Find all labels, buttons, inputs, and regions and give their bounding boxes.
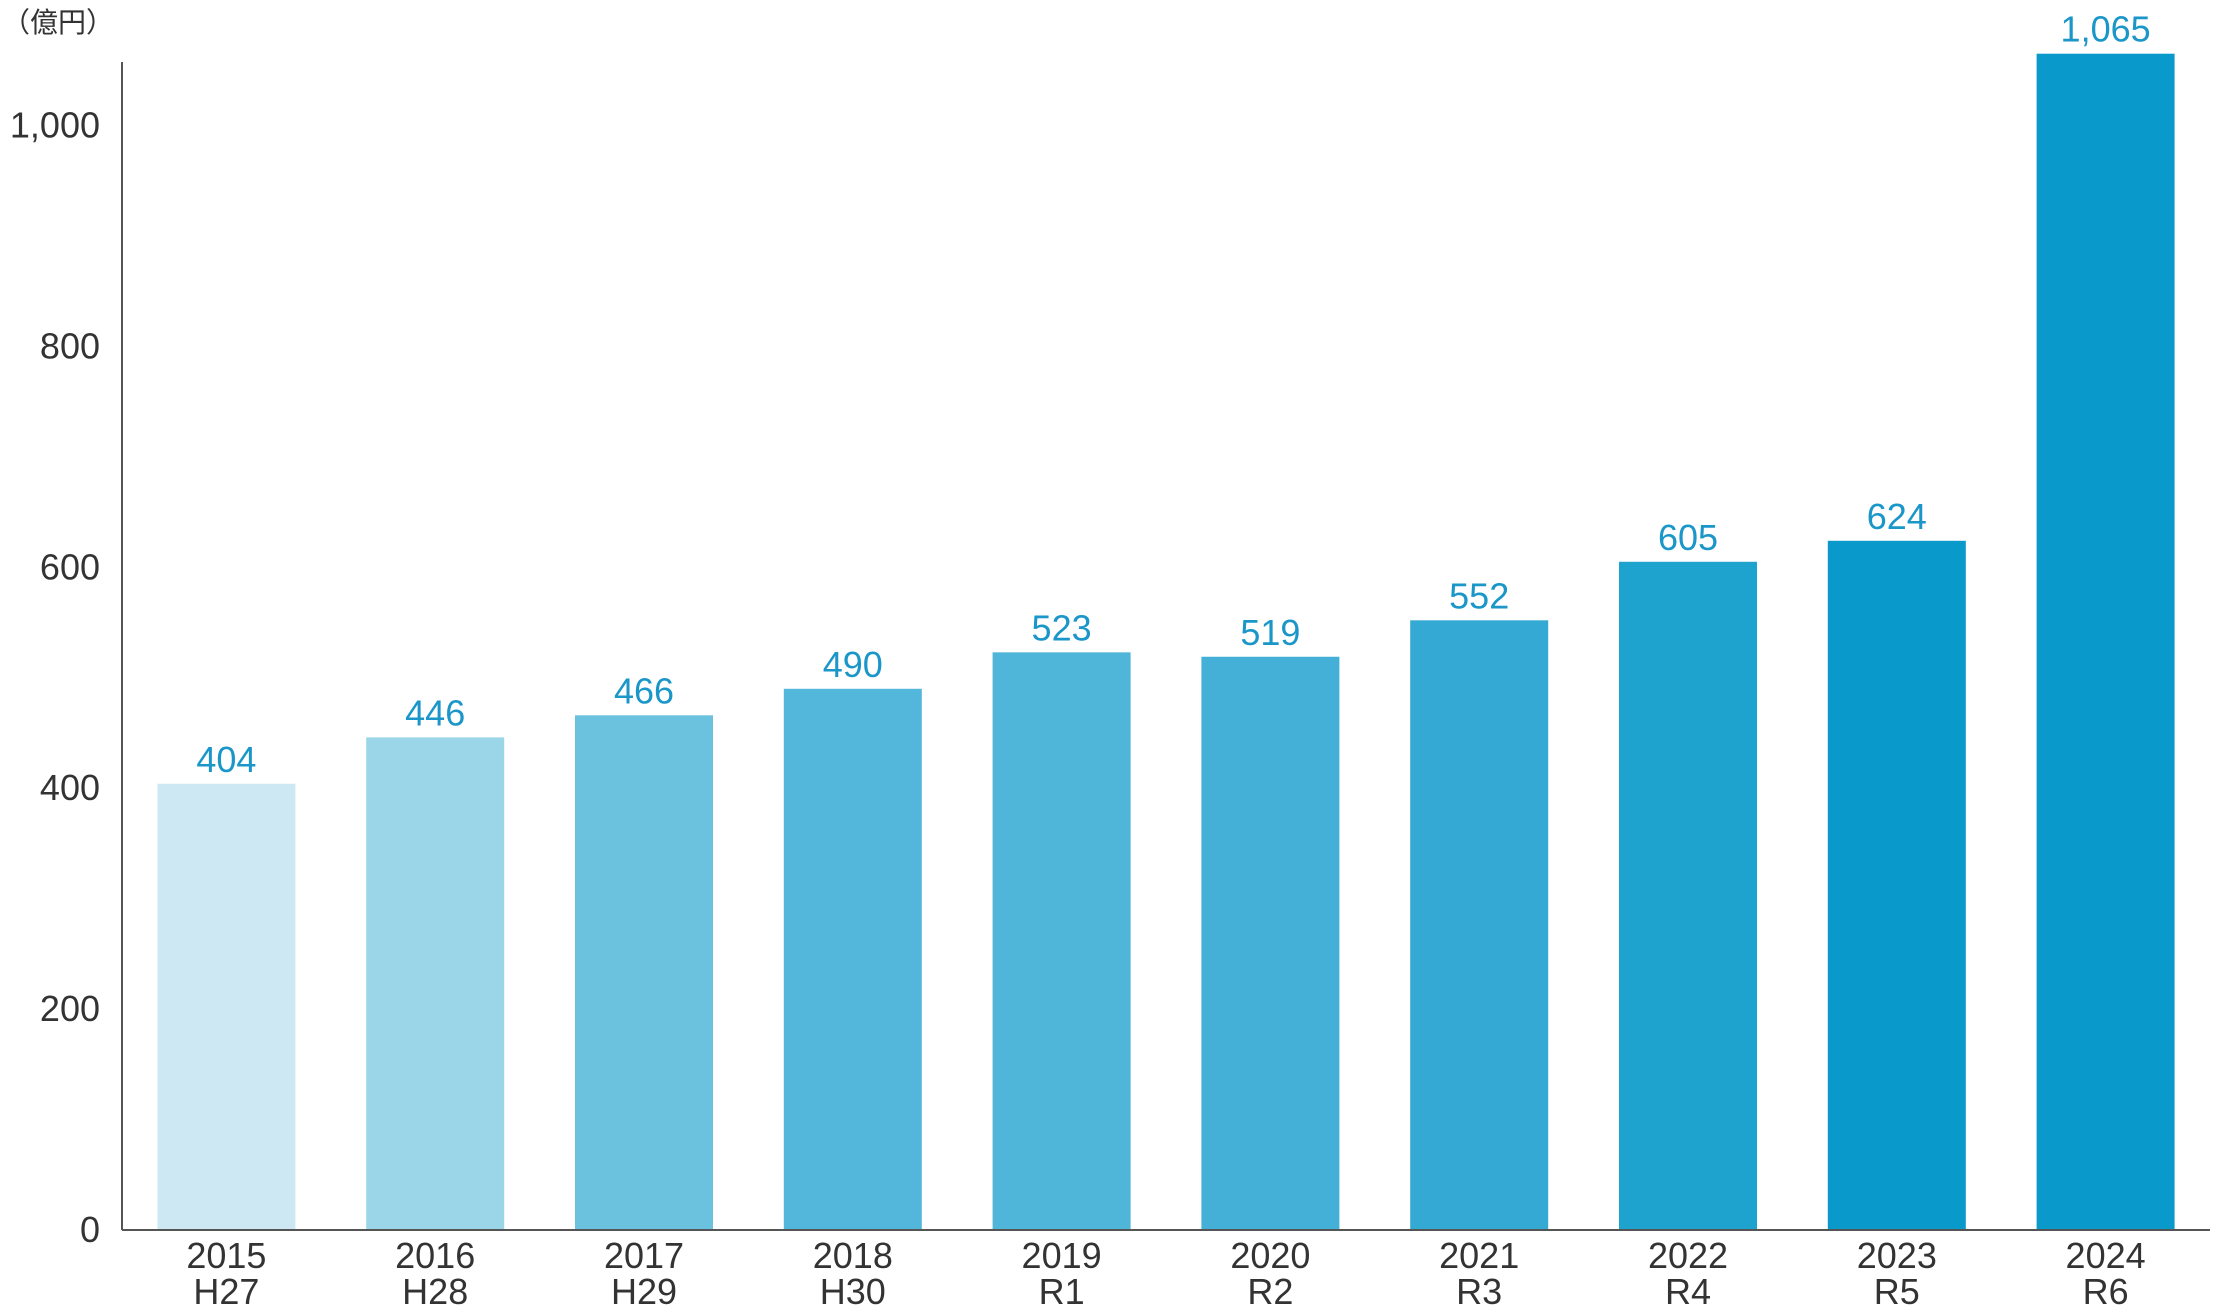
bar bbox=[783, 688, 922, 1230]
data-label: 523 bbox=[1032, 607, 1092, 648]
bars bbox=[157, 53, 2175, 1230]
x-tick-label-era: H29 bbox=[611, 1271, 677, 1312]
x-tick-label-era: R6 bbox=[2083, 1271, 2129, 1312]
bar bbox=[575, 715, 713, 1230]
x-tick-label-year: 2019 bbox=[1022, 1235, 1102, 1276]
bar bbox=[1201, 656, 1340, 1230]
x-tick-label-era: R1 bbox=[1039, 1271, 1085, 1312]
x-tick-label-year: 2023 bbox=[1857, 1235, 1937, 1276]
y-tick-label: 800 bbox=[40, 325, 100, 366]
data-label: 605 bbox=[1658, 517, 1718, 558]
x-tick-label-era: R2 bbox=[1247, 1271, 1293, 1312]
x-tick-label-year: 2018 bbox=[813, 1235, 893, 1276]
data-label: 519 bbox=[1240, 612, 1300, 653]
data-label: 466 bbox=[614, 670, 674, 711]
bar bbox=[1827, 540, 1966, 1230]
y-tick-label: 600 bbox=[40, 546, 100, 587]
x-tick-label-era: H30 bbox=[820, 1271, 886, 1312]
x-tick-label-year: 2021 bbox=[1439, 1235, 1519, 1276]
data-label: 624 bbox=[1867, 496, 1927, 537]
y-axis-ticks: 0 200 400 600 800 1,000 bbox=[10, 105, 100, 1251]
x-tick-label-year: 2016 bbox=[395, 1235, 475, 1276]
x-tick-label-year: 2015 bbox=[186, 1235, 266, 1276]
bar bbox=[992, 652, 1131, 1230]
x-tick-label-era: R5 bbox=[1874, 1271, 1920, 1312]
x-tick-label-year: 2017 bbox=[604, 1235, 684, 1276]
data-labels: 404 446 466 490 523 519 552 605 624 1,065 bbox=[196, 9, 2150, 780]
data-label: 490 bbox=[823, 644, 883, 685]
data-label: 1,065 bbox=[2061, 9, 2151, 50]
y-tick-label: 200 bbox=[40, 988, 100, 1029]
y-tick-label: 400 bbox=[40, 767, 100, 808]
y-unit-label: （億円） bbox=[2, 7, 114, 38]
x-tick-label-era: R3 bbox=[1456, 1271, 1502, 1312]
x-tick-label-year: 2024 bbox=[2066, 1235, 2146, 1276]
bar bbox=[366, 737, 505, 1230]
x-tick-label-era: H27 bbox=[193, 1271, 259, 1312]
data-label: 552 bbox=[1449, 575, 1509, 616]
bar bbox=[1619, 561, 1757, 1230]
bar bbox=[2036, 53, 2175, 1230]
data-label: 404 bbox=[196, 739, 256, 780]
bar bbox=[1410, 620, 1549, 1230]
x-tick-label-year: 2022 bbox=[1648, 1235, 1728, 1276]
y-tick-label: 0 bbox=[80, 1209, 100, 1250]
y-tick-label: 1,000 bbox=[10, 105, 100, 146]
bar bbox=[157, 783, 296, 1230]
data-label: 446 bbox=[405, 692, 465, 733]
x-tick-label-era: H28 bbox=[402, 1271, 468, 1312]
x-tick-label-year: 2020 bbox=[1230, 1235, 1310, 1276]
x-tick-label-era: R4 bbox=[1665, 1271, 1711, 1312]
